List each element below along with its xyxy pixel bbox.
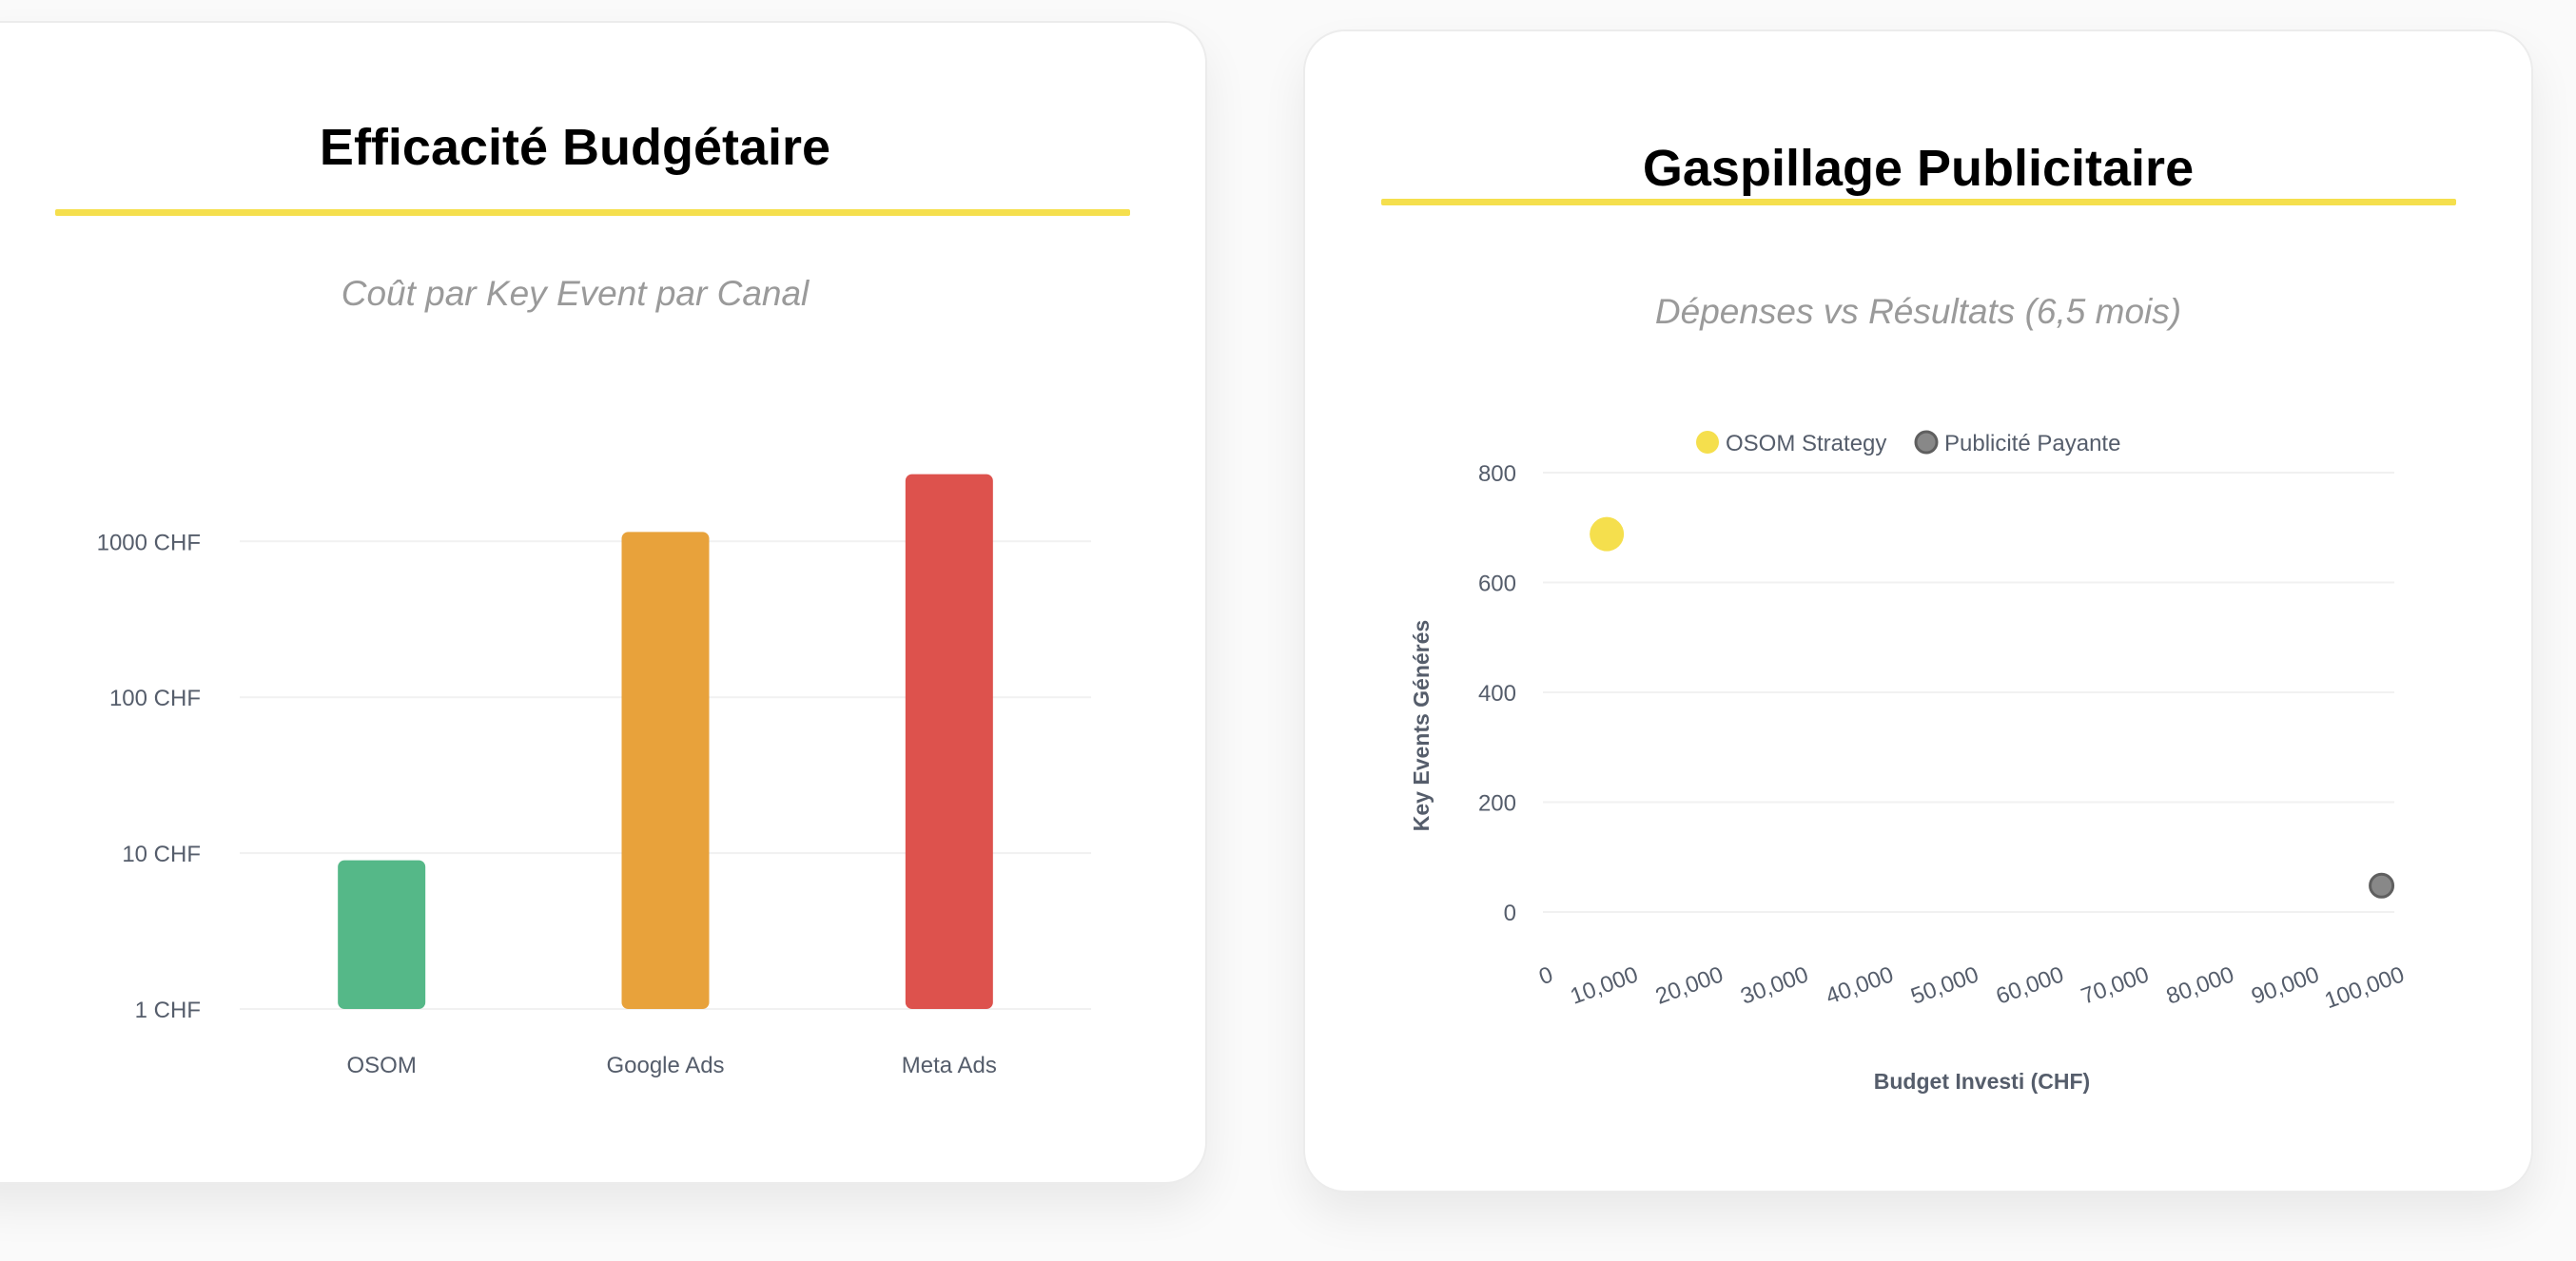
x-tick-label: 80,000	[2163, 961, 2237, 1009]
x-tick-label: 40,000	[1823, 961, 1897, 1009]
y-tick-label: 800	[1478, 461, 1516, 487]
legend-label-osom: OSOM Strategy	[1726, 431, 1886, 456]
x-tick-label: Google Ads	[606, 1053, 724, 1078]
legend-label-paid-ads: Publicité Payante	[1944, 431, 2120, 456]
legend-swatch-osom	[1696, 431, 1719, 454]
bar	[621, 532, 710, 1009]
chart-subtitle: Dépenses vs Résultats (6,5 mois)	[1654, 292, 2182, 331]
title-underline	[55, 209, 1130, 216]
x-axis-title: Budget Investi (CHF)	[1874, 1069, 2090, 1094]
x-tick-label: 0	[1535, 961, 1556, 990]
x-tick-label: 50,000	[1907, 961, 1981, 1009]
bar	[905, 474, 993, 1009]
cost-per-key-event-bar-chart: 1 CHF 10 CHF 100 CHF 1000 CHF OSOM Google Ads…	[97, 474, 1091, 1078]
y-tick-label: 400	[1478, 681, 1516, 707]
x-tick-label: 30,000	[1737, 961, 1811, 1009]
scatter-point	[2369, 872, 2395, 899]
y-tick-label: 600	[1478, 572, 1516, 597]
y-tick-label: 200	[1478, 791, 1516, 817]
y-tick-label: 0	[1504, 901, 1516, 926]
x-tick-label: 70,000	[2078, 961, 2152, 1009]
spend-vs-results-scatter-chart: 0 200 400 600 800 0 10,000 20,000 30,000 40,000 50…	[1409, 430, 2408, 1094]
budget-efficiency-card: Efficacité Budgétaire Coût par Key Event…	[0, 21, 1207, 1184]
ad-waste-card: Gaspillage Publicitaire Dépenses vs Résu…	[1303, 29, 2533, 1193]
x-tick-label: 100,000	[2321, 961, 2408, 1014]
y-tick-label: 1000 CHF	[97, 530, 201, 555]
card-title: Efficacité Budgétaire	[319, 119, 831, 176]
legend-swatch-paid-ads	[1914, 430, 1939, 455]
bar	[338, 860, 426, 1009]
card-title: Gaspillage Publicitaire	[1642, 140, 2195, 197]
y-axis-title: Key Events Générés	[1409, 620, 1434, 831]
x-tick-label: 20,000	[1652, 961, 1727, 1009]
chart-subtitle: Coût par Key Event par Canal	[341, 274, 810, 313]
x-tick-label: Meta Ads	[902, 1053, 997, 1078]
x-tick-label: 60,000	[1993, 961, 2067, 1009]
x-tick-label: 90,000	[2248, 961, 2322, 1009]
x-tick-label: 10,000	[1567, 961, 1641, 1009]
x-tick-label: OSOM	[346, 1053, 416, 1078]
title-underline	[1381, 199, 2456, 205]
y-tick-label: 10 CHF	[122, 842, 201, 867]
scatter-point	[1590, 516, 1625, 552]
y-tick-label: 100 CHF	[109, 686, 201, 711]
y-tick-label: 1 CHF	[135, 998, 201, 1023]
